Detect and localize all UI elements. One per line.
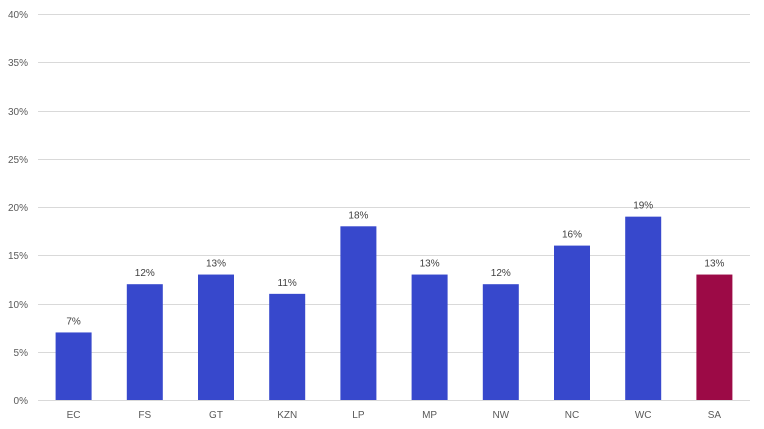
y-tick-label: 35% [8,58,28,69]
data-label-wc: 19% [633,201,653,212]
x-tick-label-kzn: KZN [277,410,297,421]
data-label-lp: 18% [348,210,368,221]
data-labels: 7% 12% 13% 11% 18% 13% 12% 16% 19% 13% [66,201,724,328]
y-tick-label: 30% [8,107,28,118]
data-label-mp: 13% [420,259,440,270]
y-tick-label: 20% [8,203,28,214]
bar-lp [340,226,377,400]
y-axis-tick-labels: 0% 5% 10% 15% 20% 25% 30% 35% 40% [8,10,28,407]
data-label-nw: 12% [491,268,511,279]
y-tick-label: 10% [8,300,28,311]
bar-nw [482,284,519,400]
data-label-sa: 13% [704,259,724,270]
bar-fs [126,284,163,400]
y-tick-label: 5% [14,348,29,359]
x-tick-label-nw: NW [492,410,509,421]
y-tick-label: 0% [14,396,29,407]
bar-mp [411,274,448,400]
bar-wc [625,216,662,400]
x-tick-label-wc: WC [635,410,652,421]
bar-sa [696,274,733,400]
x-tick-label-lp: LP [352,410,365,421]
bar-nc [554,245,590,400]
x-axis-tick-labels: EC FS GT KZN LP MP NW NC WC SA [67,410,722,421]
bar-ec [55,332,92,400]
data-label-fs: 12% [135,268,155,279]
data-label-ec: 7% [66,316,81,327]
y-tick-label: 15% [8,251,28,262]
data-label-gt: 13% [206,259,226,270]
y-tick-label: 25% [8,155,28,166]
bar-gt [198,274,234,400]
data-label-nc: 16% [562,230,582,241]
x-tick-label-sa: SA [708,410,722,421]
bars [55,216,733,400]
y-tick-label: 40% [8,10,28,21]
data-label-kzn: 11% [278,278,297,289]
bar-kzn [269,293,306,400]
x-tick-label-ec: EC [67,410,81,421]
x-tick-label-mp: MP [422,410,437,421]
x-tick-label-gt: GT [209,410,223,421]
x-tick-label-fs: FS [138,410,151,421]
x-tick-label-nc: NC [565,410,579,421]
